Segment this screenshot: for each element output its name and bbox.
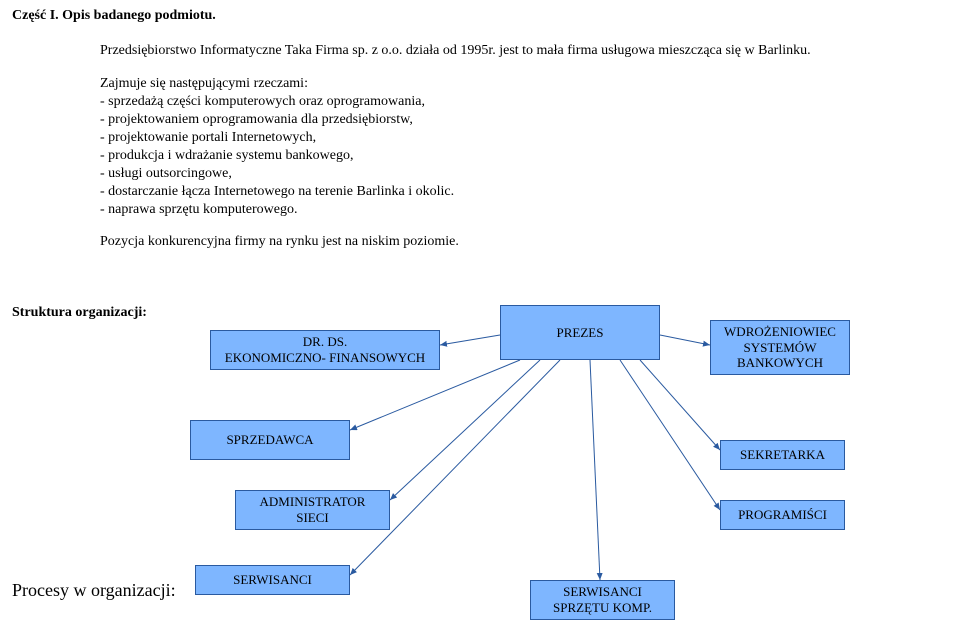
org-node-serw: SERWISANCI: [195, 565, 350, 595]
structure-label: Struktura organizacji:: [12, 305, 147, 321]
org-edge: [660, 335, 710, 345]
org-edge: [390, 360, 540, 500]
activity-item: - sprzedażą części komputerowych oraz op…: [100, 93, 930, 112]
org-node-program: PROGRAMIŚCI: [720, 500, 845, 530]
org-edge: [440, 335, 500, 345]
section-heading: Część I. Opis badanego podmiotu.: [12, 8, 216, 24]
org-node-serwkomp: SERWISANCISPRZĘTU KOMP.: [530, 580, 675, 620]
org-node-sekret: SEKRETARKA: [720, 440, 845, 470]
org-edge: [350, 360, 520, 430]
intro-paragraph: Przedsiębiorstwo Informatyczne Taka Firm…: [100, 42, 930, 61]
activity-item: - projektowanie portali Internetowych,: [100, 129, 930, 148]
activity-item: - projektowaniem oprogramowania dla prze…: [100, 111, 930, 130]
org-node-prezes: PREZES: [500, 305, 660, 360]
org-edge: [350, 360, 560, 575]
org-node-sprzed: SPRZEDAWCA: [190, 420, 350, 460]
org-edge: [640, 360, 720, 450]
org-node-wdroz: WDROŻENIOWIECSYSTEMÓWBANKOWYCH: [710, 320, 850, 375]
org-node-drds: DR. DS.EKONOMICZNO- FINANSOWYCH: [210, 330, 440, 370]
activity-item: - produkcja i wdrażanie systemu bankoweg…: [100, 147, 930, 166]
activity-item: - naprawa sprzętu komputerowego.: [100, 201, 930, 220]
processes-label: Procesy w organizacji:: [12, 580, 176, 601]
org-edge: [620, 360, 720, 510]
position-line: Pozycja konkurencyjna firmy na rynku jes…: [100, 233, 930, 252]
activity-item: - usługi outsorcingowe,: [100, 165, 930, 184]
activity-item: - dostarczanie łącza Internetowego na te…: [100, 183, 930, 202]
org-node-admin: ADMINISTRATORSIECI: [235, 490, 390, 530]
activities-lead: Zajmuje się następującymi rzeczami:: [100, 75, 930, 94]
org-edge: [590, 360, 600, 580]
